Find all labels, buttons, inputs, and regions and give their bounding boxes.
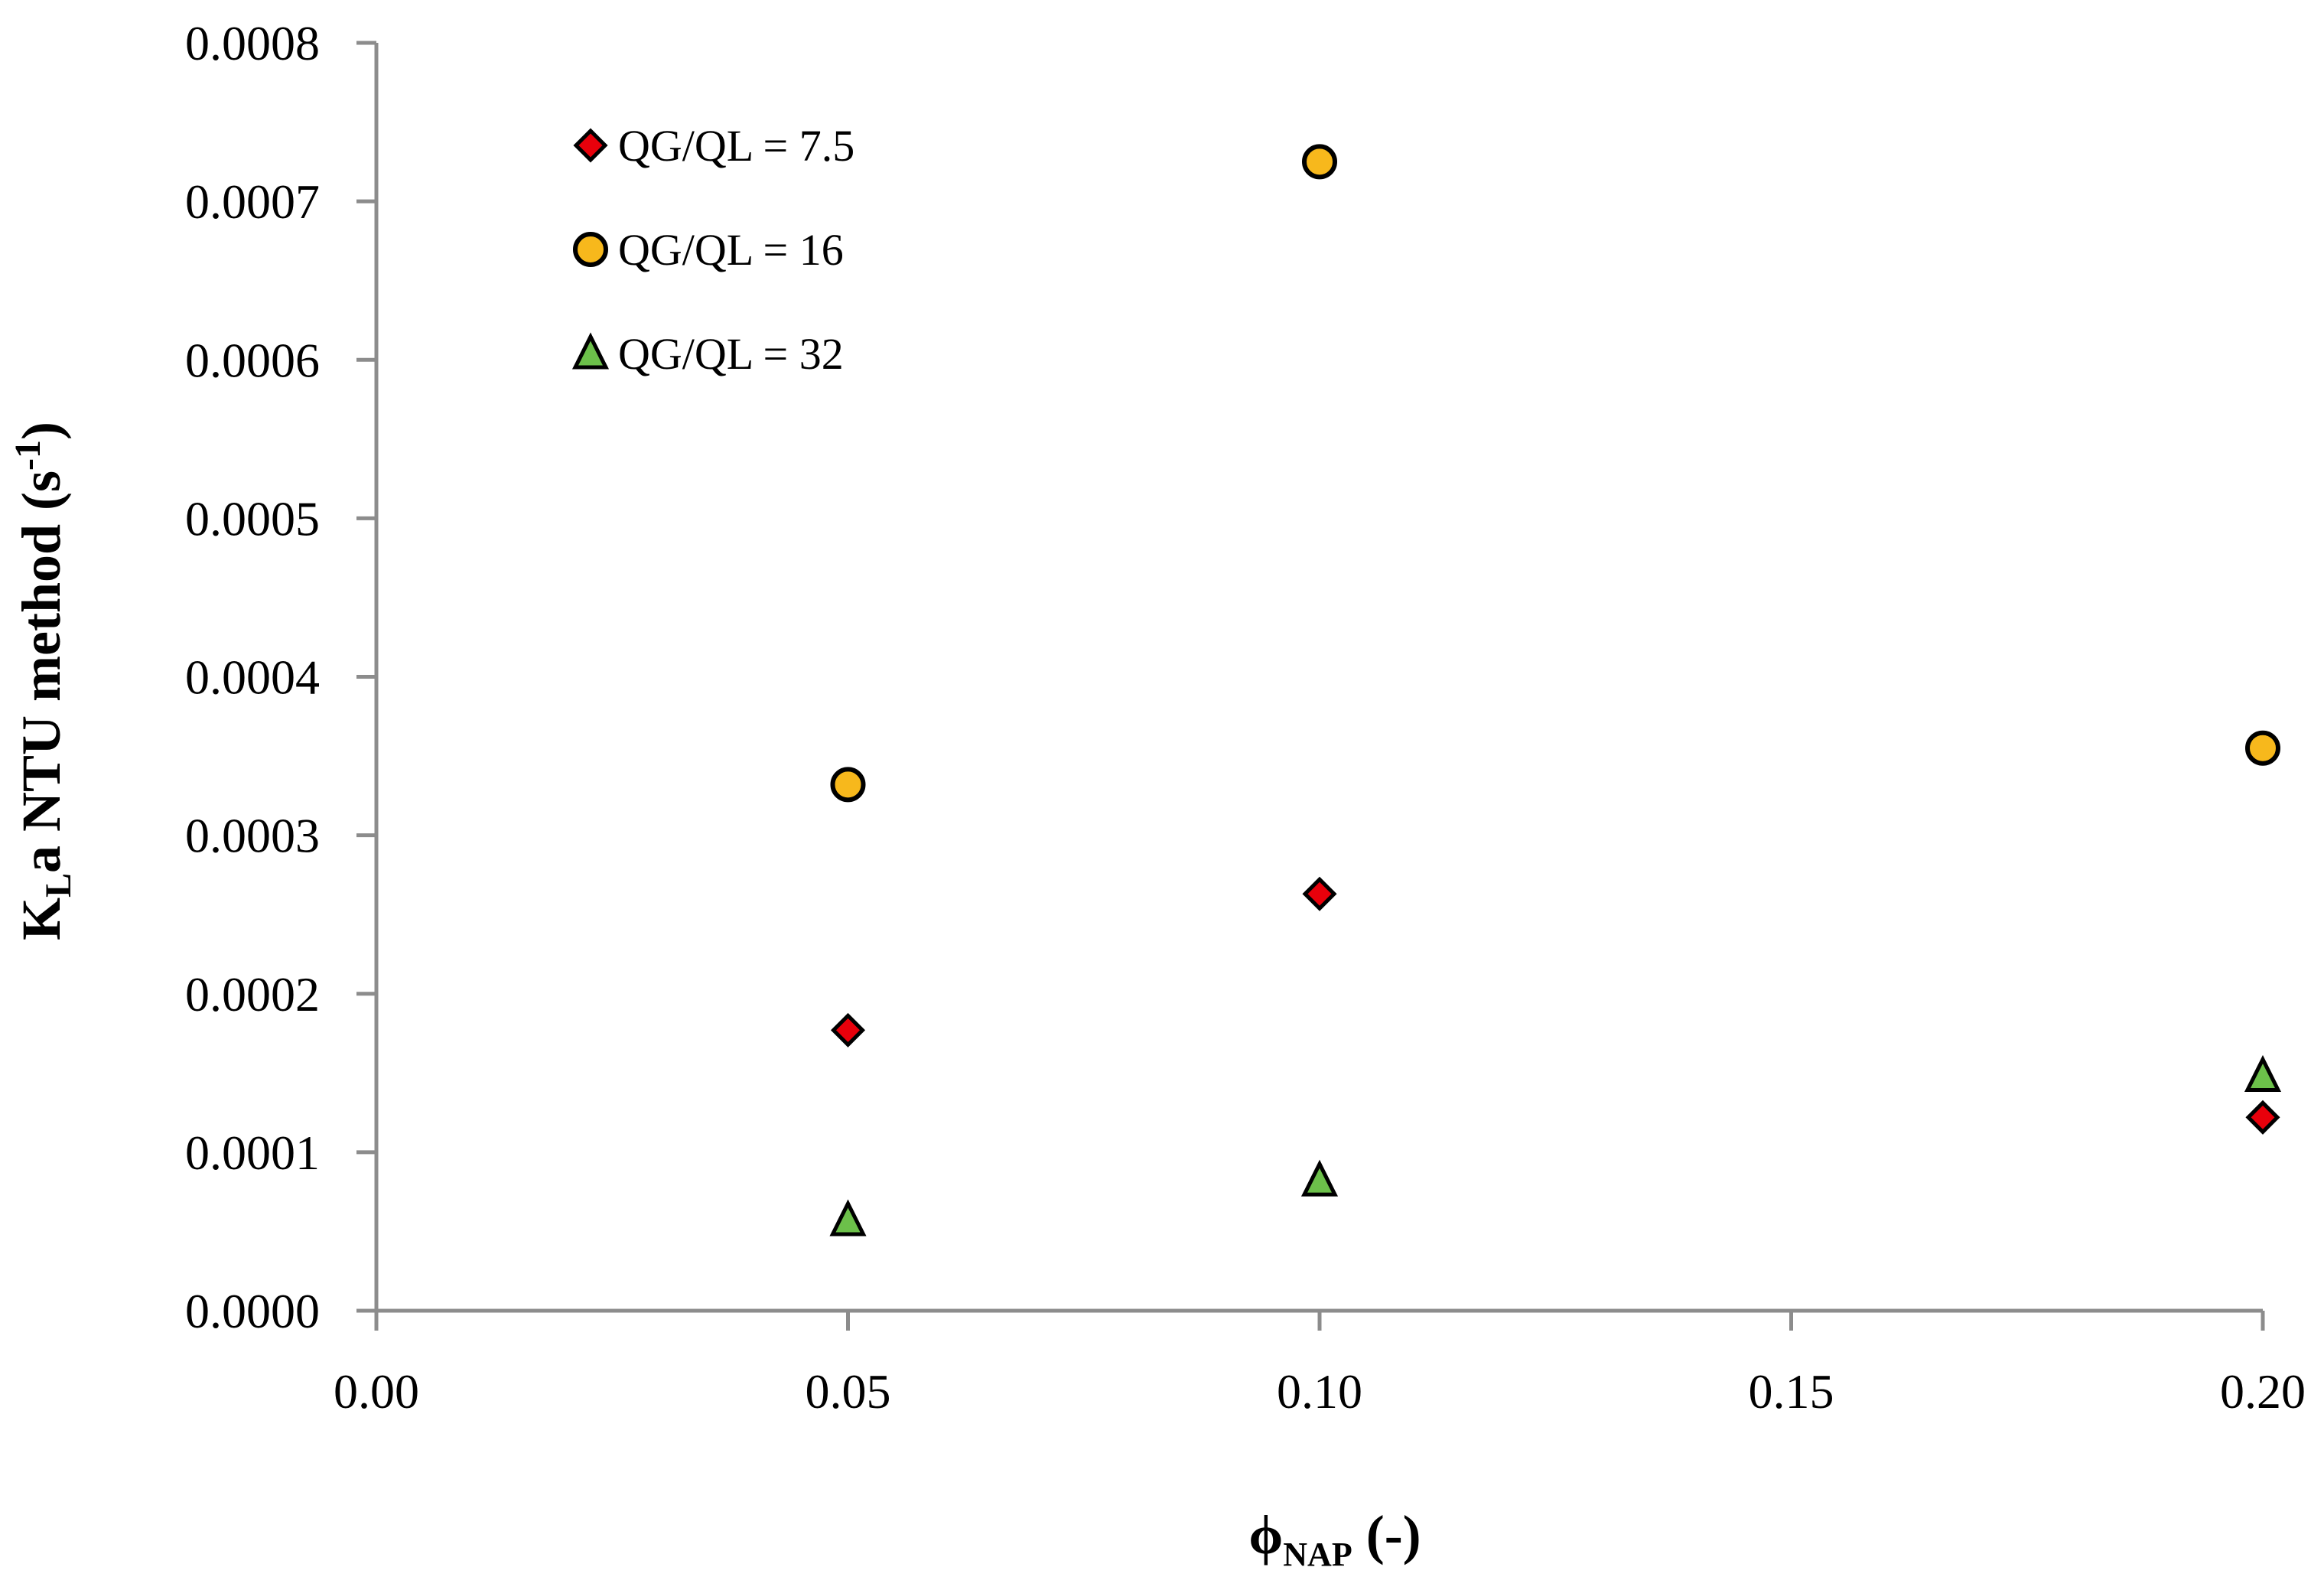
series-triangle	[829, 1054, 2282, 1236]
axes	[356, 41, 2265, 1331]
data-point	[1302, 144, 1337, 180]
y-tick-label: 0.0005	[185, 491, 320, 546]
legend-marker-triangle	[571, 332, 610, 370]
data-point	[2245, 730, 2280, 766]
data-points	[829, 144, 2282, 1236]
x-axis-title-main: ϕ	[1248, 1504, 1283, 1566]
x-axis-title-sub: NAP	[1283, 1536, 1352, 1573]
tick-labels: 0.0000 0.0001 0.0002 0.0003 0.0004 0.0005 0.00…	[185, 16, 2306, 1419]
legend-label: QG/QL = 7.5	[618, 121, 854, 171]
series-circle	[830, 144, 2280, 803]
y-axis-title-sub: L	[38, 873, 79, 898]
legend-label: QG/QL = 16	[618, 225, 844, 275]
data-point	[1302, 876, 1337, 911]
data-point	[829, 1199, 867, 1236]
x-tick-label: 0.00	[334, 1364, 419, 1419]
data-point	[830, 767, 866, 803]
x-tick-label: 0.20	[2220, 1364, 2306, 1419]
x-tick-label: 0.05	[806, 1364, 891, 1419]
y-axis-title-rest: a NTU method (s	[11, 471, 72, 873]
legend-entry: QG/QL = 16	[573, 225, 844, 275]
legend-entry: QG/QL = 7.5	[573, 121, 854, 171]
data-point	[830, 1012, 866, 1048]
axis-titles: KLa NTU method (s-1) ϕNAP (-)	[8, 422, 1421, 1573]
legend-label: QG/QL = 32	[618, 329, 844, 379]
y-axis-title-sup: -1	[8, 440, 48, 471]
x-tick-label: 0.15	[1749, 1364, 1834, 1419]
legend-marker-circle	[573, 232, 608, 267]
x-axis-title-rest: (-)	[1352, 1504, 1421, 1566]
data-point	[2244, 1054, 2282, 1092]
y-axis-title-main: K	[11, 898, 72, 940]
y-tick-label: 0.0000	[185, 1284, 320, 1338]
y-tick-label: 0.0004	[185, 650, 320, 705]
y-axis-title: KLa NTU method (s-1)	[8, 422, 79, 940]
legend-entry: QG/QL = 32	[571, 329, 844, 379]
data-point	[2245, 1100, 2280, 1135]
y-tick-label: 0.0006	[185, 333, 320, 387]
x-axis-title: ϕNAP (-)	[1248, 1504, 1421, 1573]
y-tick-label: 0.0008	[185, 16, 320, 70]
series-diamond	[830, 876, 2280, 1135]
y-tick-label: 0.0001	[185, 1126, 320, 1180]
y-axis-title-end: )	[11, 422, 72, 440]
y-tick-label: 0.0007	[185, 174, 320, 229]
y-tick-label: 0.0003	[185, 809, 320, 863]
legend-marker-diamond	[573, 128, 608, 163]
data-point	[1300, 1159, 1339, 1197]
x-tick-label: 0.10	[1277, 1364, 1362, 1419]
y-tick-label: 0.0002	[185, 967, 320, 1021]
legend: QG/QL = 7.5 QG/QL = 16 QG/QL = 32	[571, 121, 854, 379]
